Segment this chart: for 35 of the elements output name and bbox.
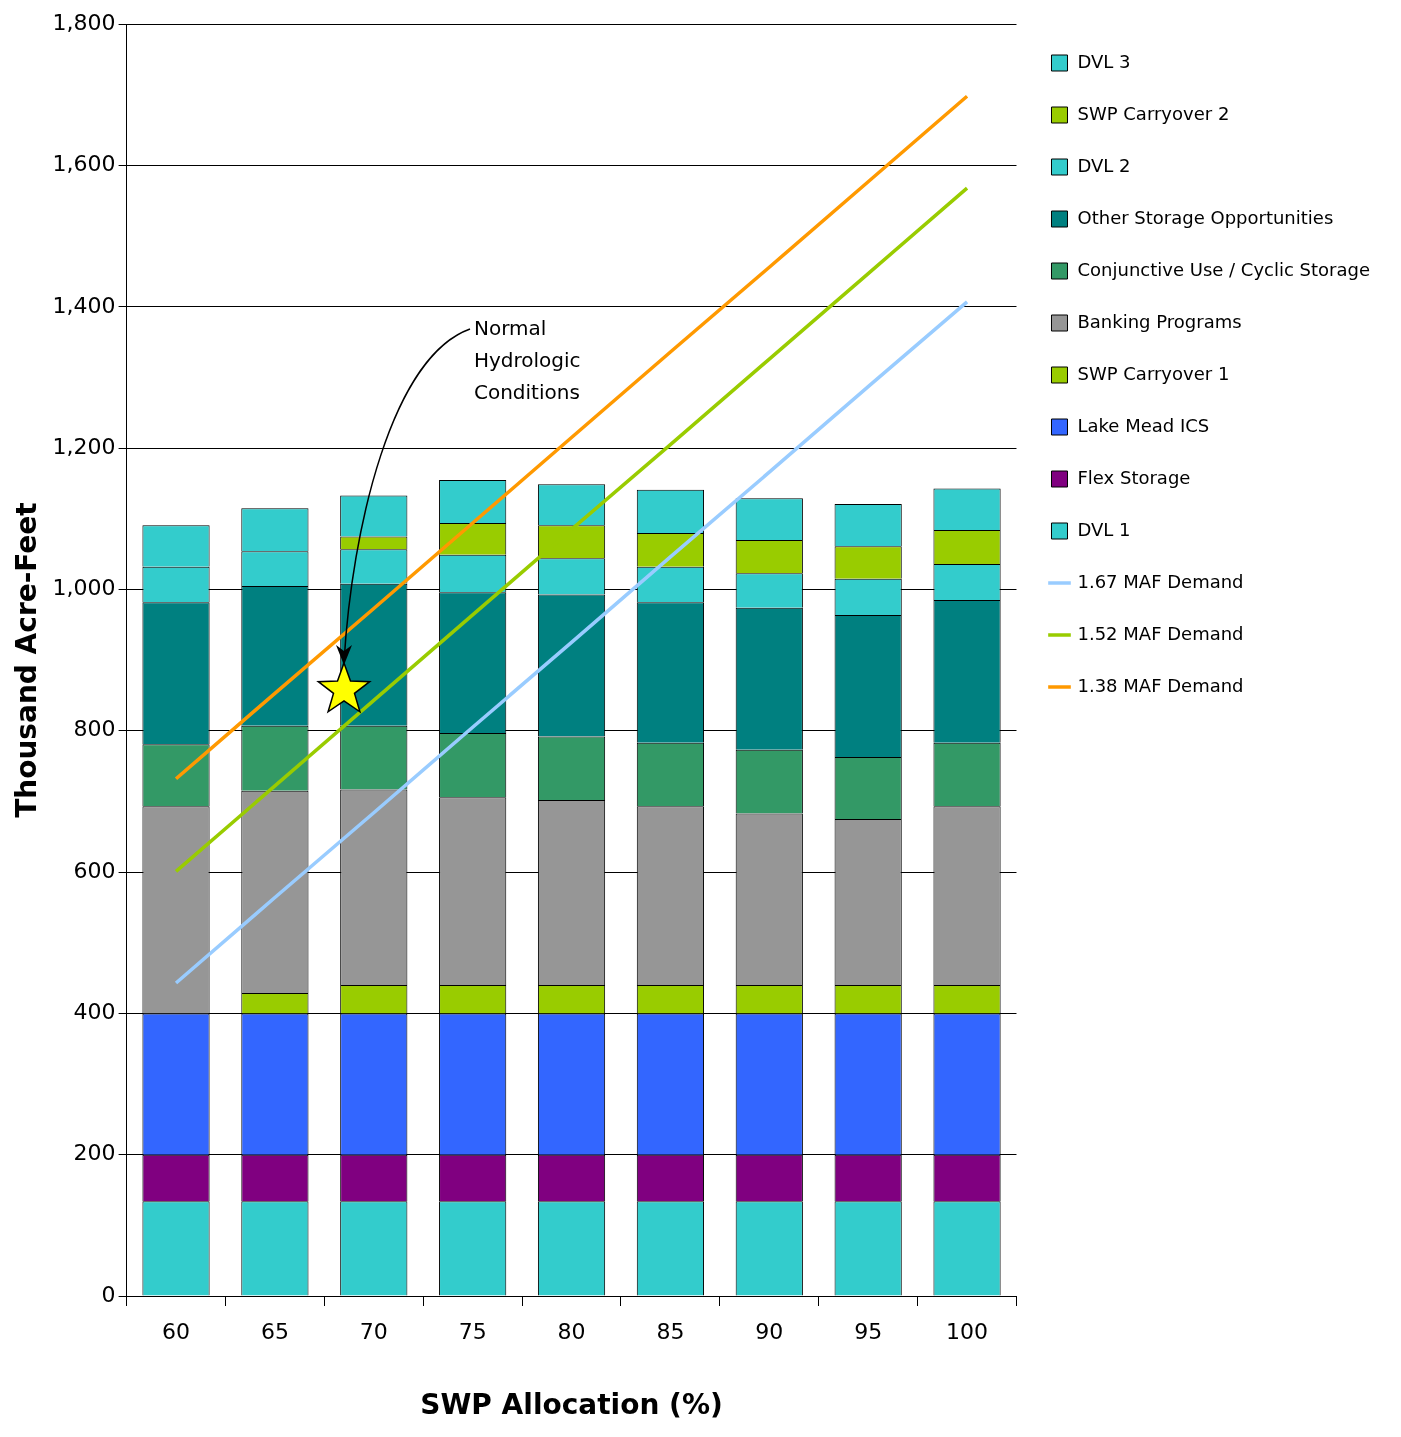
legend-label: DVL 2 [1077,154,1131,176]
legend-label: SWP Carryover 2 [1077,102,1230,124]
legend-label: Banking Programs [1077,310,1242,332]
legend-label: Conjunctive Use / Cyclic Storage [1077,258,1371,280]
x-tick-label: 90 [755,1318,784,1344]
y-tick-label: 1,800 [52,9,116,35]
legend-label: 1.67 MAF Demand [1077,570,1244,592]
x-tick-label: 80 [557,1318,586,1344]
x-tick-label: 60 [162,1318,191,1344]
y-tick-label: 200 [73,1140,116,1166]
x-tick-label: 100 [946,1318,989,1344]
x-tick-label: 85 [656,1318,685,1344]
y-tick-label: 1,200 [52,433,116,459]
y-tick-label: 400 [73,999,116,1025]
x-axis-title: SWP Allocation (%) [420,1388,723,1422]
x-tick-label: 65 [260,1318,289,1344]
x-tick-label: 75 [458,1318,487,1344]
y-tick-label: 1,000 [52,575,116,601]
legend-label: DVL 3 [1077,50,1131,72]
legend-label: Flex Storage [1077,466,1191,488]
legend-label: SWP Carryover 1 [1077,362,1230,384]
y-tick-label: 1,600 [52,151,116,177]
legend-label: 1.52 MAF Demand [1077,622,1244,644]
legend-label: Other Storage Opportunities [1077,206,1334,228]
legend-label: Lake Mead ICS [1077,414,1210,436]
y-tick-label: 1,400 [52,292,116,318]
y-tick-label: 0 [101,1281,116,1307]
x-tick-label: 95 [854,1318,883,1344]
x-tick-label: 70 [359,1318,388,1344]
legend-label: 1.38 MAF Demand [1077,674,1244,696]
annotation: Normal Hydrologic Conditions [473,315,581,404]
y-axis-title: Thousand Acre-Feet [10,502,44,818]
legend-label: DVL 1 [1077,518,1131,540]
y-tick-label: 600 [73,857,116,883]
y-tick-label: 800 [73,716,116,742]
